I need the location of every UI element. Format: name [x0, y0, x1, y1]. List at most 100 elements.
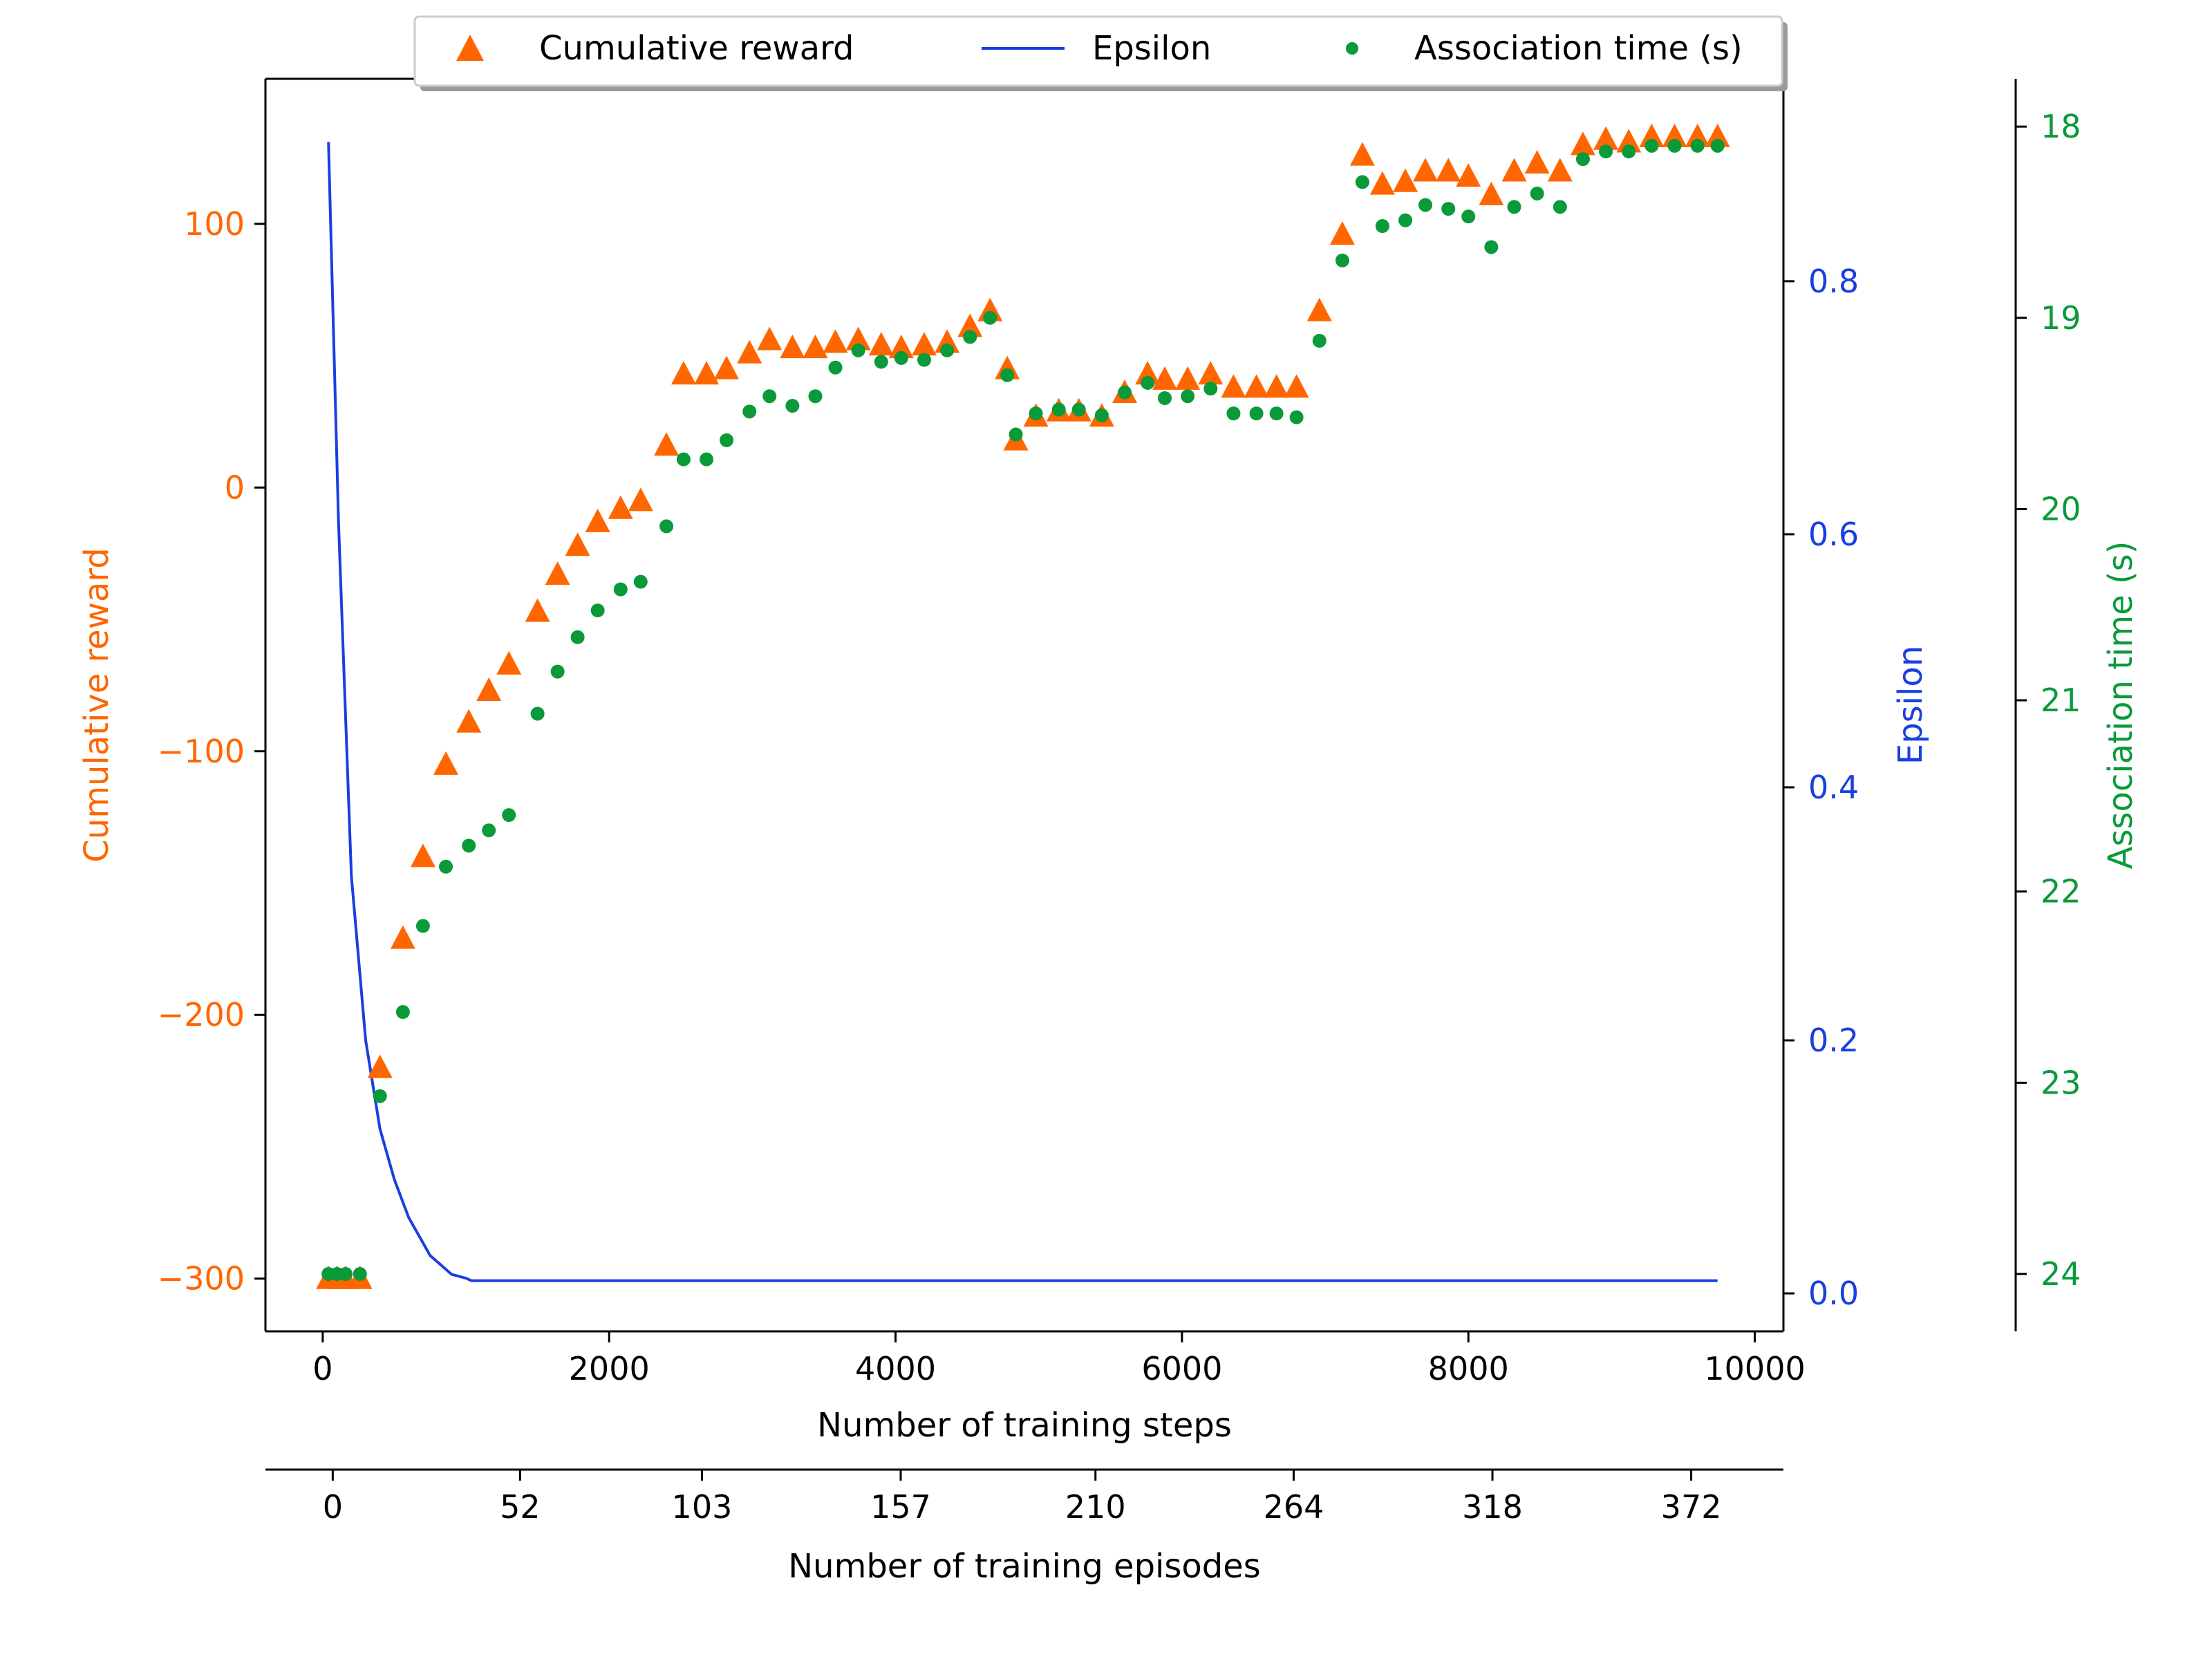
association-time-point — [1158, 391, 1172, 405]
reward-point — [823, 329, 848, 353]
y-right-tick-label: 0.2 — [1808, 1022, 1859, 1059]
association-time-point — [1355, 175, 1369, 189]
x2-tick-label: 264 — [1264, 1488, 1324, 1526]
y-left-tick-label: −300 — [158, 1260, 245, 1297]
reward-point — [1524, 150, 1550, 174]
reward-point — [1135, 361, 1161, 385]
association-time-point — [1507, 200, 1521, 214]
reward-point — [694, 361, 720, 385]
association-time-point — [785, 399, 800, 413]
association-time-point — [940, 343, 955, 357]
reward-point — [1685, 123, 1710, 147]
reward-point — [654, 432, 679, 456]
y-far-right-tick-label: 23 — [2041, 1064, 2081, 1101]
association-time-point — [1710, 138, 1725, 153]
reward-point — [1221, 374, 1246, 398]
reward-point — [1264, 374, 1289, 398]
reward-point — [1369, 171, 1395, 195]
association-time-point — [1269, 406, 1284, 421]
x2-tick-label: 157 — [870, 1488, 931, 1526]
y-left-tick-label: −100 — [158, 733, 245, 770]
x2-tick-label: 0 — [323, 1488, 343, 1526]
y-far-right-tick-label: 21 — [2041, 682, 2081, 719]
association-time-point — [1553, 200, 1567, 214]
y-far-right-tick-label: 24 — [2041, 1255, 2081, 1293]
association-time-point — [439, 859, 453, 874]
association-time-point — [482, 823, 496, 838]
x-axis-label: Number of training steps — [817, 1406, 1232, 1445]
reward-point — [868, 332, 894, 356]
association-time-point — [894, 350, 908, 365]
association-time-point — [676, 452, 691, 467]
x-tick-label: 6000 — [1141, 1350, 1222, 1387]
reward-point — [433, 751, 459, 775]
x-tick-label: 2000 — [569, 1350, 650, 1387]
reward-point — [1329, 221, 1355, 245]
reward-point — [757, 326, 782, 350]
association-time-point — [462, 838, 476, 853]
association-time-point — [1181, 389, 1195, 404]
x2-tick-label: 318 — [1462, 1488, 1523, 1526]
association-time-point — [590, 603, 605, 618]
reward-point — [935, 329, 960, 353]
association-time-point — [530, 706, 545, 721]
association-time-point — [1118, 385, 1132, 400]
association-time-point — [1226, 406, 1241, 421]
association-time-point — [1667, 138, 1682, 153]
association-time-point — [1441, 202, 1456, 216]
association-time-point — [1000, 368, 1015, 382]
association-time-point — [1398, 213, 1413, 227]
reward-point — [476, 677, 502, 702]
reward-point — [957, 313, 983, 337]
legend-label-reward: Cumulative reward — [539, 29, 854, 68]
association-time-point — [373, 1089, 387, 1103]
reward-point — [390, 925, 415, 949]
association-time-point — [742, 404, 757, 419]
reward-point — [780, 335, 805, 359]
reward-point — [1547, 158, 1573, 182]
reward-point — [1284, 374, 1309, 398]
association-time-point — [700, 452, 714, 467]
reward-point — [1393, 168, 1418, 192]
association-time-point — [570, 630, 585, 644]
association-time-point — [1644, 138, 1659, 153]
y-right-tick-label: 0.4 — [1808, 769, 1859, 806]
association-time-point — [1203, 382, 1218, 396]
reward-point — [1152, 366, 1178, 390]
association-time-point — [963, 330, 977, 344]
reward-point — [367, 1054, 393, 1078]
reward-point — [1501, 158, 1527, 182]
y-left-tick-label: −200 — [158, 996, 245, 1033]
association-time-point — [415, 919, 430, 933]
association-time-point — [808, 389, 823, 404]
x2-tick-label: 52 — [500, 1488, 541, 1526]
x2-tick-label: 103 — [672, 1488, 733, 1526]
x2-tick-label: 210 — [1065, 1488, 1126, 1526]
association-time-point — [395, 1005, 410, 1020]
association-time-point — [720, 433, 734, 447]
association-time-point — [1094, 408, 1109, 422]
series-layer — [316, 123, 1730, 1289]
association-time-point — [851, 343, 865, 357]
x-tick-label: 10000 — [1704, 1350, 1805, 1387]
y-left-axis-label: Cumulative reward — [77, 547, 116, 862]
association-time-point — [1461, 209, 1476, 224]
reward-point — [1616, 129, 1642, 153]
reward-point — [1306, 297, 1332, 321]
association-time-point — [502, 808, 516, 823]
x-tick-label: 4000 — [855, 1350, 936, 1387]
reward-point — [911, 332, 937, 356]
reward-point — [1456, 163, 1481, 187]
association-time-point — [659, 519, 674, 534]
reward-point — [1705, 123, 1730, 147]
y-far-right-axis-label: Association time (s) — [2101, 541, 2140, 870]
x-tick-label: 0 — [312, 1350, 332, 1387]
reward-point — [545, 561, 570, 585]
association-time-point — [353, 1267, 367, 1282]
association-time-point — [1312, 333, 1327, 348]
y-far-right-tick-label: 20 — [2041, 490, 2081, 527]
association-time-point — [917, 353, 931, 367]
association-time-point — [1484, 240, 1499, 254]
reward-point — [714, 355, 740, 379]
